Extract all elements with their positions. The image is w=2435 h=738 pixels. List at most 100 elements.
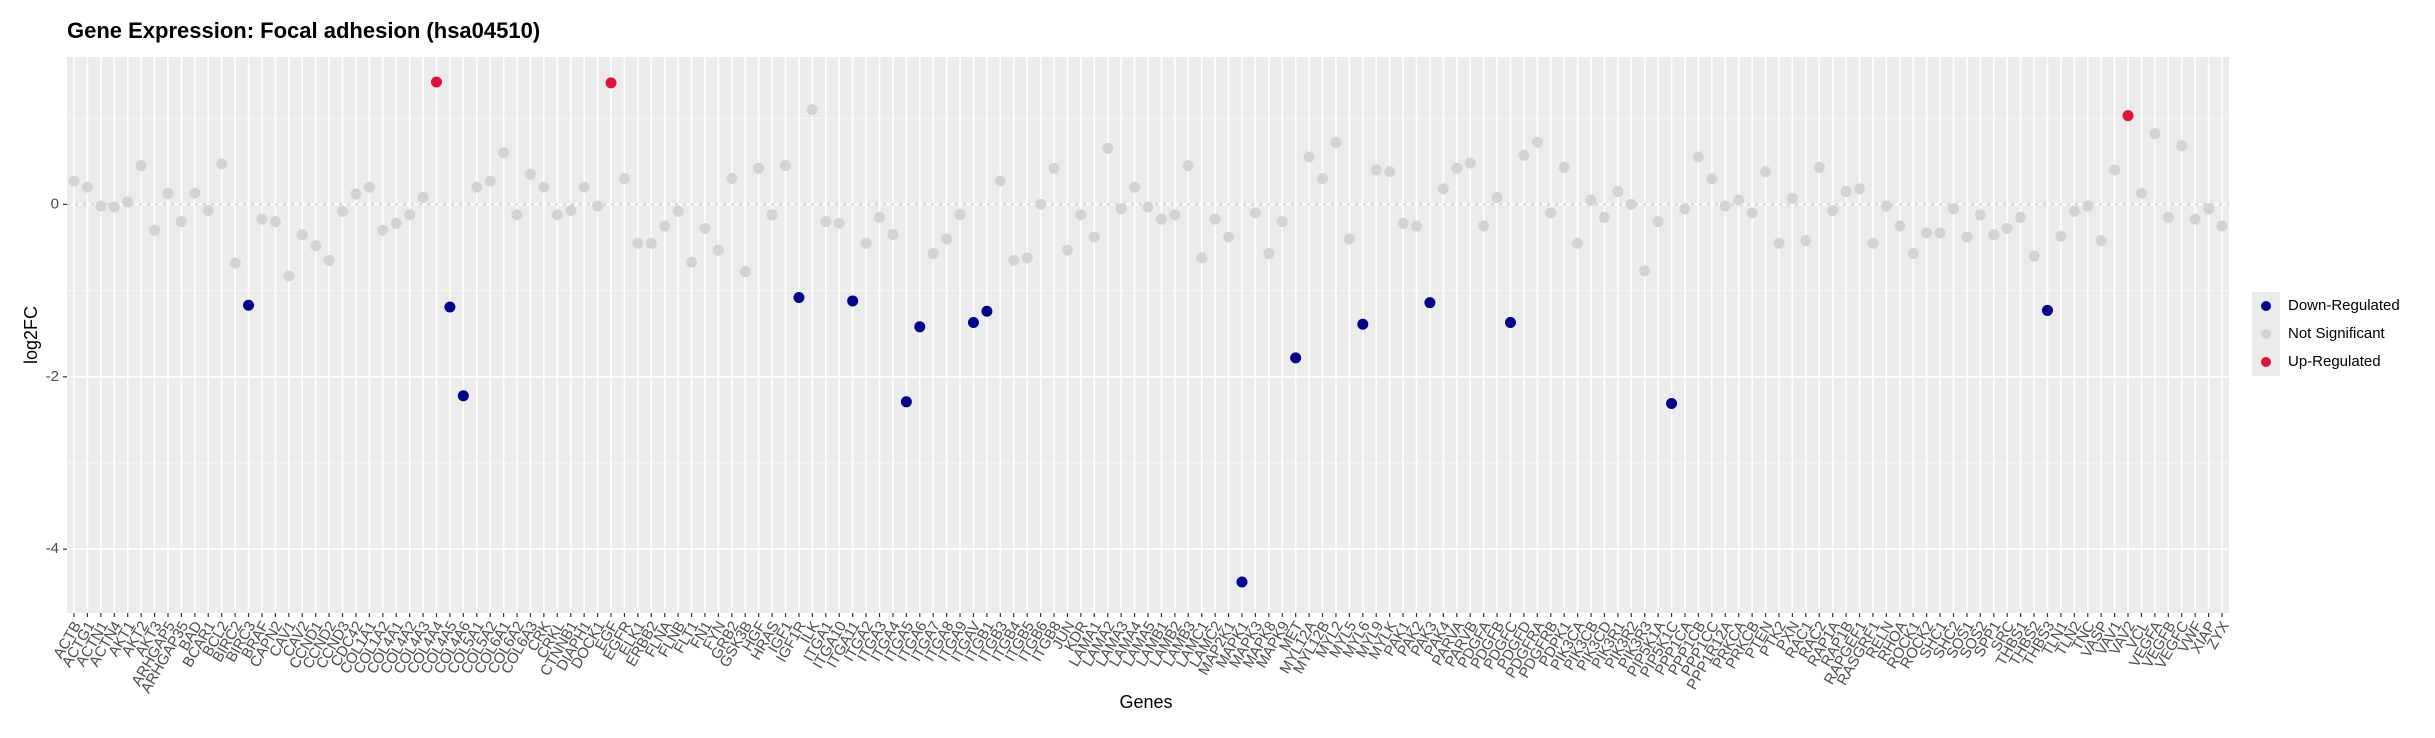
data-point: [430, 76, 442, 88]
data-point: [2095, 235, 2107, 247]
data-point: [511, 209, 523, 221]
data-point: [699, 223, 711, 235]
y-tick-label: 0: [51, 195, 59, 212]
data-point: [524, 168, 536, 180]
data-point: [847, 295, 859, 307]
data-point: [2216, 220, 2228, 232]
data-point: [2203, 203, 2215, 215]
data-point: [1827, 204, 1839, 216]
data-point: [2135, 187, 2147, 199]
data-point: [1021, 252, 1033, 264]
data-point: [1330, 136, 1342, 148]
data-point: [1572, 237, 1584, 249]
data-point: [551, 209, 563, 221]
data-point: [1988, 229, 2000, 241]
data-point: [1773, 237, 1785, 249]
data-point: [1679, 203, 1691, 215]
data-point: [1854, 183, 1866, 195]
data-point: [605, 77, 617, 89]
legend-label: Down-Regulated: [2288, 297, 2400, 314]
data-point: [1840, 185, 1852, 197]
data-point: [900, 396, 912, 408]
data-point: [1692, 151, 1704, 163]
data-point: [2082, 200, 2094, 212]
data-point: [1531, 136, 1543, 148]
data-point: [927, 248, 939, 260]
data-point: [592, 200, 604, 212]
data-point: [1880, 200, 1892, 212]
data-point: [806, 104, 818, 116]
data-point: [1411, 220, 1422, 232]
data-point: [216, 158, 228, 170]
data-point: [1612, 185, 1624, 197]
data-point: [1424, 297, 1436, 309]
chart-title: Gene Expression: Focal adhesion (hsa0451…: [67, 18, 540, 43]
data-point: [887, 229, 899, 241]
data-point: [1961, 231, 1973, 243]
y-axis-label: log2FC: [21, 306, 41, 364]
data-point: [1491, 192, 1503, 204]
data-point: [2028, 250, 2040, 262]
data-point: [1236, 576, 1248, 588]
data-point: [833, 217, 845, 229]
data-point: [1437, 183, 1449, 195]
data-point: [2176, 140, 2188, 152]
data-point: [618, 173, 630, 185]
data-point: [1223, 231, 1235, 243]
data-point: [1894, 220, 1906, 232]
data-point: [1598, 211, 1610, 223]
data-point: [1276, 216, 1288, 228]
y-tick-label: -2: [46, 368, 59, 385]
data-point: [1169, 209, 1181, 221]
data-point: [1129, 181, 1141, 193]
data-point: [1249, 207, 1261, 219]
data-point: [390, 217, 402, 229]
data-point: [1357, 318, 1369, 330]
data-point: [2122, 110, 2134, 122]
data-point: [1196, 252, 1208, 264]
data-point: [2015, 211, 2027, 223]
data-point: [1746, 207, 1758, 219]
data-point: [2001, 223, 2013, 235]
data-point: [1652, 216, 1664, 228]
data-point: [712, 244, 724, 256]
data-point: [1867, 237, 1879, 249]
data-point: [310, 240, 322, 252]
data-point: [1813, 161, 1825, 173]
data-point: [2189, 213, 2201, 225]
data-point: [672, 205, 684, 217]
data-point: [941, 233, 953, 245]
data-point: [377, 224, 389, 236]
data-point: [645, 237, 657, 249]
data-point: [1303, 151, 1315, 163]
y-tick-label: -4: [46, 540, 59, 557]
data-point: [1921, 227, 1933, 239]
data-point: [1585, 194, 1597, 206]
data-point: [2055, 230, 2067, 242]
data-point: [739, 266, 751, 278]
data-point: [1115, 203, 1127, 215]
data-point: [1048, 162, 1060, 174]
data-point: [793, 292, 805, 304]
data-point: [820, 216, 832, 228]
data-point: [417, 192, 429, 204]
data-point: [1075, 209, 1087, 221]
data-point: [444, 301, 456, 313]
data-point: [1786, 192, 1798, 204]
data-point: [81, 181, 93, 193]
data-point: [1263, 248, 1275, 260]
data-point: [1800, 235, 1812, 247]
data-point: [954, 209, 966, 221]
data-point: [2149, 128, 2161, 140]
data-point: [175, 216, 187, 228]
data-point: [149, 224, 161, 236]
data-point: [1142, 201, 1154, 213]
data-point: [363, 181, 375, 193]
data-point: [229, 257, 241, 269]
data-point: [457, 390, 469, 402]
data-point: [659, 220, 671, 232]
data-point: [1155, 213, 1167, 225]
data-point: [994, 175, 1006, 187]
data-point: [337, 205, 348, 217]
